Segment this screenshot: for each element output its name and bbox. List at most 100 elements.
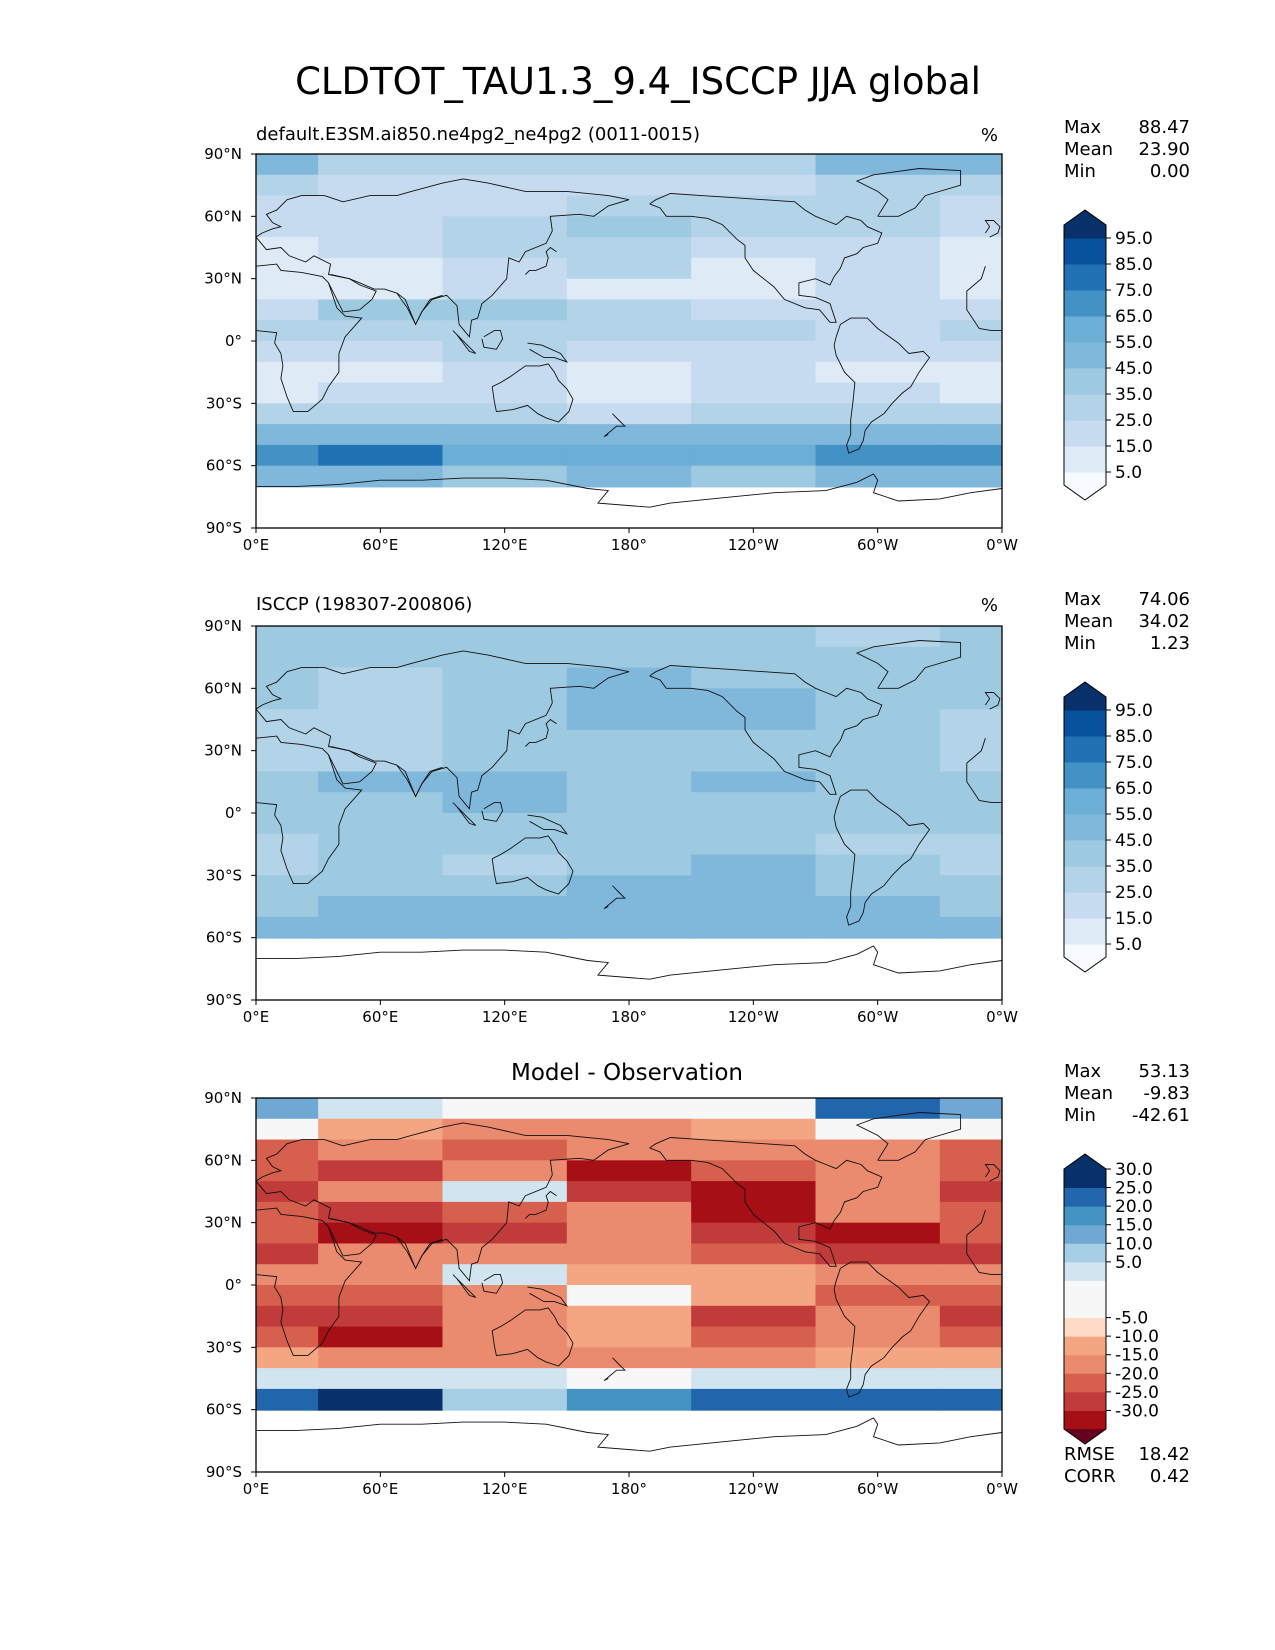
- field-cell: [815, 813, 941, 835]
- colorbar-segment: [1064, 840, 1106, 854]
- field-cell: [256, 646, 320, 669]
- field-cell: [815, 1368, 941, 1390]
- colorbar-segment: [1064, 472, 1106, 486]
- colorbar-tick-label: 95.0: [1115, 701, 1153, 721]
- field-cell: [256, 771, 320, 794]
- field-cell: [256, 1285, 320, 1307]
- field-cell: [442, 688, 568, 711]
- field-cell: [815, 195, 941, 218]
- field-cell: [691, 1285, 817, 1307]
- coastline: [256, 650, 630, 810]
- y-tick-label: 60°S: [206, 1401, 242, 1419]
- field-cell: [815, 1285, 941, 1307]
- field-cell: [256, 729, 320, 752]
- y-tick-label: 60°N: [204, 679, 242, 697]
- field-cell: [442, 1326, 568, 1349]
- colorbar-tick-label: 35.0: [1115, 857, 1153, 877]
- field-cell: [815, 403, 941, 426]
- coastline: [491, 835, 574, 895]
- field-cell: [256, 465, 320, 488]
- field-cell: [318, 278, 444, 301]
- field-cell: [939, 403, 1002, 426]
- y-tick-label: 60°S: [206, 457, 242, 475]
- field-cell: [442, 382, 568, 405]
- field-cell: [442, 320, 568, 342]
- field-cell: [566, 792, 693, 814]
- field-cell: [691, 896, 817, 918]
- stat-label: CORR: [1064, 1466, 1116, 1487]
- colorbar-segment: [1064, 736, 1106, 750]
- stat-label: Min: [1064, 1105, 1096, 1126]
- field-cell: [939, 854, 1002, 877]
- field-cell: [566, 361, 693, 384]
- coastline: [328, 746, 377, 785]
- field-cell: [939, 1347, 1002, 1370]
- field-cell: [815, 1201, 941, 1224]
- colorbar-segment: [1064, 827, 1106, 841]
- colorbar-segment: [1064, 355, 1106, 369]
- x-tick-label: 0°W: [986, 1480, 1018, 1498]
- colorbar-tick-label: 55.0: [1115, 805, 1153, 825]
- field-cell: [256, 1243, 320, 1266]
- coastline: [452, 802, 477, 826]
- field-cell: [815, 750, 941, 773]
- field-cell: [256, 1326, 320, 1349]
- field-cell: [442, 646, 568, 669]
- coastline: [855, 640, 962, 689]
- colorbar-segment: [1064, 866, 1106, 880]
- colorbar-tick-label: -30.0: [1115, 1401, 1159, 1421]
- x-tick-label: 0°E: [243, 536, 270, 554]
- colorbar-outline: [1063, 209, 1107, 501]
- stat-label: Max: [1064, 589, 1102, 610]
- field-cell: [691, 1222, 817, 1245]
- field-cell: [939, 833, 1002, 856]
- field-cell: [939, 1181, 1002, 1203]
- field-cell: [318, 444, 444, 467]
- field-cell: [566, 709, 693, 731]
- coastline: [491, 1307, 574, 1367]
- y-tick-label: 90°S: [206, 991, 242, 1009]
- colorbar-segment: [1064, 459, 1106, 473]
- field-cell: [939, 771, 1002, 794]
- field-cell: [691, 1118, 817, 1141]
- field-cell: [318, 688, 444, 711]
- field-cell: [566, 465, 693, 488]
- field-cell: [939, 1139, 1002, 1162]
- field-cell: [256, 1305, 320, 1328]
- field-cell: [566, 154, 693, 176]
- field-cell: [442, 299, 568, 322]
- colorbar-segment: [1064, 892, 1106, 906]
- x-tick-label: 120°E: [482, 1008, 528, 1026]
- field-cell: [442, 1305, 568, 1328]
- y-tick-label: 30°N: [204, 270, 242, 288]
- field-cell: [815, 1098, 941, 1120]
- coastline: [256, 178, 630, 338]
- field-cell: [442, 424, 568, 446]
- field-cell: [815, 1139, 941, 1162]
- colorbar-segment: [1064, 381, 1106, 395]
- field-cell: [939, 320, 1002, 342]
- field-cell: [566, 1264, 693, 1286]
- x-tick-label: 180°: [611, 536, 647, 554]
- field-cell: [318, 875, 444, 898]
- field-cell: [691, 257, 817, 280]
- field-cell: [566, 1347, 693, 1370]
- field-cell: [691, 361, 817, 384]
- field-cell: [566, 278, 693, 301]
- colorbar: -30.0-25.0-20.0-15.0-10.0-5.0 5.010.015.0…: [1063, 1153, 1159, 1445]
- field-cell: [566, 195, 693, 218]
- coastline: [525, 1190, 557, 1219]
- field-cell: [566, 750, 693, 773]
- stat-label: Max: [1064, 1061, 1102, 1082]
- field-cell: [318, 1222, 444, 1245]
- field-cell: [566, 1181, 693, 1203]
- field-cell: [939, 174, 1002, 197]
- y-tick-label: 30°N: [204, 1214, 242, 1232]
- field-cell: [815, 1326, 941, 1349]
- coastline: [396, 292, 443, 326]
- colorbar-segment: [1064, 446, 1106, 460]
- field-cell: [691, 1181, 817, 1203]
- field-cell: [815, 1222, 941, 1245]
- field-cell: [318, 382, 444, 405]
- colorbar-tick-label: 45.0: [1115, 831, 1153, 851]
